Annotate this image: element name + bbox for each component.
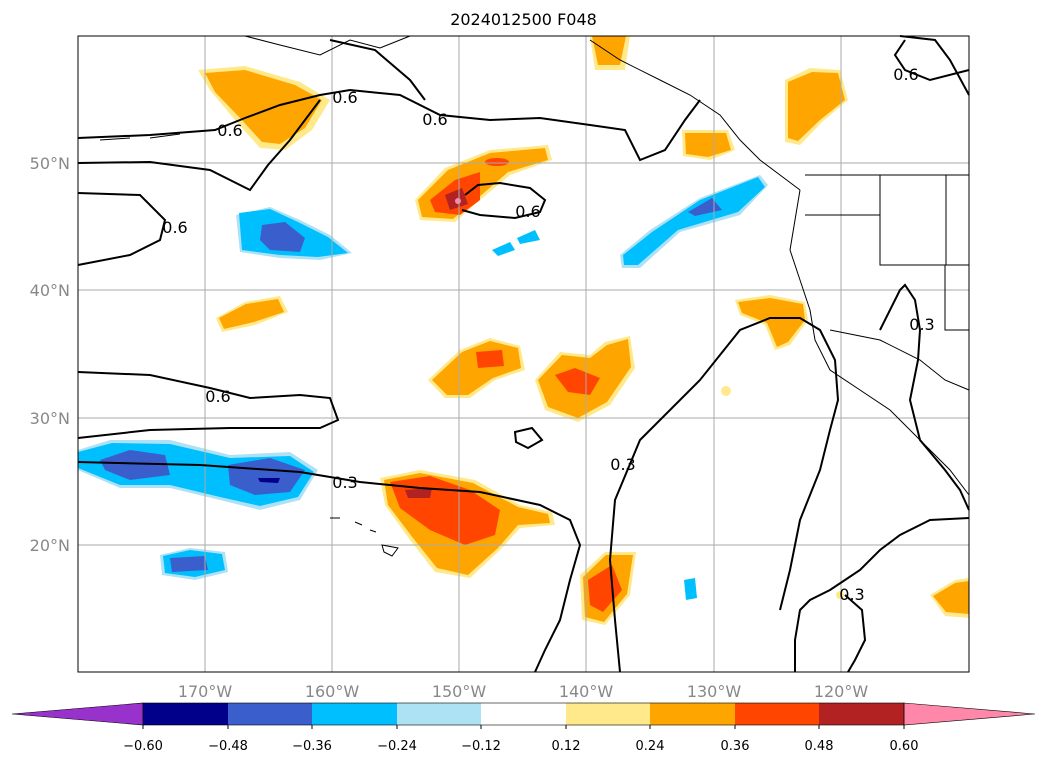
contour-label: 0.6 [332, 88, 357, 107]
colorbar-segment [650, 703, 735, 725]
longitude-labels: 170°W 160°W 150°W 140°W 130°W 120°W [178, 682, 869, 701]
lon-label: 160°W [305, 682, 360, 701]
contour-label: 0.6 [162, 218, 187, 237]
lat-label: 50°N [30, 154, 70, 173]
lat-label: 20°N [30, 536, 70, 555]
contour-label: 0.6 [205, 387, 230, 406]
lon-label: 170°W [178, 682, 233, 701]
colorbar-tick-label: −0.12 [461, 739, 501, 754]
colorbar-tick-label: −0.60 [123, 739, 163, 754]
contour-label: 0.6 [515, 202, 540, 221]
colorbar-segment [481, 703, 566, 725]
map-title: 2024012500 F048 [450, 10, 597, 29]
contour-label: 0.3 [839, 585, 864, 604]
colorbar-segment [312, 703, 397, 725]
colorbar-segment [143, 703, 228, 725]
colorbar-ticks: −0.60 −0.48 −0.36 −0.24 −0.12 0.12 0.24 … [123, 739, 918, 754]
contour-label: 0.3 [610, 455, 635, 474]
colorbar [11, 702, 1036, 729]
contour-label: 0.3 [909, 315, 934, 334]
latitude-labels: 50°N 40°N 30°N 20°N [30, 154, 70, 555]
colorbar-segment [228, 703, 312, 725]
colorbar-tick-label: 0.48 [805, 739, 834, 754]
colorbar-extend-min [11, 702, 144, 726]
contour-lines [77, 35, 970, 673]
lon-label: 150°W [432, 682, 487, 701]
lat-label: 40°N [30, 281, 70, 300]
colorbar-extend-max [903, 702, 1036, 726]
colorbar-tick-label: −0.48 [208, 739, 248, 754]
colorbar-segment [566, 703, 650, 725]
colorbar-tick-label: 0.24 [636, 739, 665, 754]
colorbar-segment [397, 703, 481, 725]
colorbar-tick-label: 0.12 [552, 739, 581, 754]
lon-label: 120°W [814, 682, 869, 701]
graticule [78, 36, 969, 672]
map-frame [77, 35, 970, 673]
contour-label: 0.6 [217, 121, 242, 140]
lat-label: 30°N [30, 409, 70, 428]
contour-labels: 0.6 0.6 0.6 0.6 0.6 0.6 0.6 0.3 0.3 0.3 … [162, 65, 934, 604]
colorbar-tick-label: −0.36 [292, 739, 332, 754]
colorbar-tick-label: 0.60 [890, 739, 919, 754]
contour-label: 0.3 [332, 473, 357, 492]
colorbar-tick-label: −0.24 [377, 739, 417, 754]
colorbar-tick-label: 0.36 [721, 739, 750, 754]
anomaly-fills [78, 36, 969, 625]
colorbar-segment [735, 703, 819, 725]
contour-label: 0.6 [422, 110, 447, 129]
colorbar-segment [819, 703, 904, 725]
lon-label: 140°W [559, 682, 614, 701]
colorbar-outline [142, 702, 905, 726]
contour-label: 0.6 [893, 65, 918, 84]
lon-label: 130°W [687, 682, 742, 701]
